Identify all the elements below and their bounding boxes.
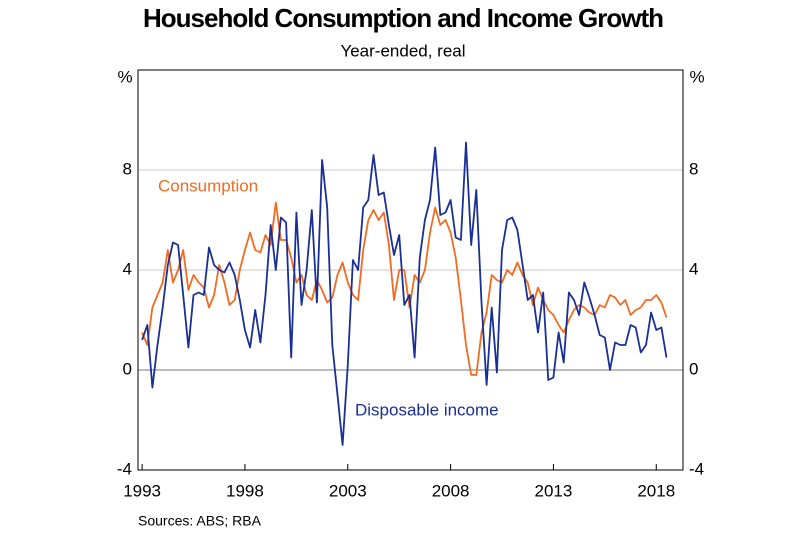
x-tick-label: 2008 <box>432 481 470 500</box>
y2-tick-label: 4 <box>689 259 698 278</box>
y2-tick-label: -4 <box>689 459 704 478</box>
x-tick-label: 2013 <box>535 481 573 500</box>
chart-title: Household Consumption and Income Growth <box>143 3 663 33</box>
y-unit: % <box>117 67 132 86</box>
series-line <box>141 201 668 376</box>
y-tick-label: 0 <box>123 359 132 378</box>
series-label: Disposable income <box>355 400 499 419</box>
x-tick-label: 2003 <box>329 481 367 500</box>
y-tick-label: -4 <box>117 459 132 478</box>
source: Sources: ABS; RBA <box>138 513 262 529</box>
series-line <box>141 141 668 446</box>
y2-unit: % <box>689 67 704 86</box>
x-tick-label: 1998 <box>226 481 264 500</box>
x-tick-label: 1993 <box>123 481 161 500</box>
y2-tick-label: 0 <box>689 359 698 378</box>
y2-tick-label: 8 <box>689 159 698 178</box>
series-label: Consumption <box>158 176 258 195</box>
x-tick-label: 2018 <box>637 481 675 500</box>
chart-subtitle: Year-ended, real <box>340 41 465 60</box>
y-tick-label: 4 <box>123 259 132 278</box>
plot-frame <box>137 69 684 471</box>
y-tick-label: 8 <box>123 159 132 178</box>
